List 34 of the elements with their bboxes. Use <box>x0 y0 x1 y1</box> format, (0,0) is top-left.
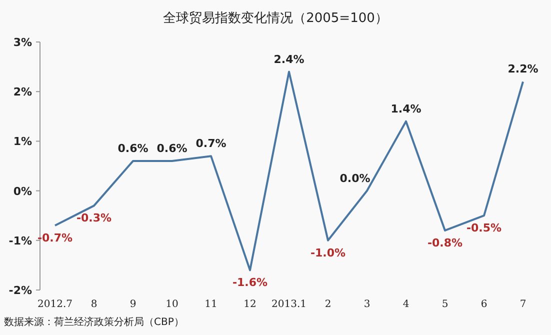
x-tick-label: 3 <box>364 299 370 310</box>
data-label: 0.7% <box>196 137 226 150</box>
data-label: 0.6% <box>118 142 148 156</box>
y-tick-label: 0% <box>13 184 32 198</box>
data-label: 2.4% <box>274 52 304 66</box>
data-label: 2.2% <box>508 62 538 76</box>
data-label: -0.3% <box>76 212 112 225</box>
x-tick-label: 10 <box>166 299 178 310</box>
data-label: 1.4% <box>390 102 422 116</box>
x-tick-label: 5 <box>442 299 448 310</box>
y-tick-label: 3% <box>13 36 32 49</box>
data-label: -1.6% <box>232 276 268 290</box>
x-tick-label: 12 <box>244 299 256 310</box>
y-tick-label: -2% <box>8 284 32 297</box>
data-label: -0.8% <box>427 236 463 250</box>
data-label: 0.6% <box>156 142 188 156</box>
data-label: -0.7% <box>37 232 73 245</box>
y-tick-label: 2% <box>13 86 32 99</box>
x-tick-label: 7 <box>520 299 526 310</box>
x-tick-label: 8 <box>90 299 98 310</box>
chart-title: 全球贸易指数变化情况（2005=100） <box>163 11 388 26</box>
x-tick-label: 2 <box>324 299 332 310</box>
x-tick-label: 4 <box>402 299 410 310</box>
x-tick-label: 2012.7 <box>38 299 72 310</box>
x-tick-label: 6 <box>480 299 488 310</box>
x-tick-label: 11 <box>204 299 218 310</box>
y-tick-label: -1% <box>8 234 32 248</box>
x-tick-label: 2013.1 <box>272 299 306 310</box>
data-label: -1.0% <box>310 246 346 260</box>
data-label: 0.0% <box>340 172 370 185</box>
y-tick-label: 1% <box>13 135 32 148</box>
x-tick-label: 9 <box>130 299 136 310</box>
data-label: -0.5% <box>466 222 502 235</box>
source-note: 数据来源：荷兰经济政策分析局（CBP） <box>4 316 184 328</box>
